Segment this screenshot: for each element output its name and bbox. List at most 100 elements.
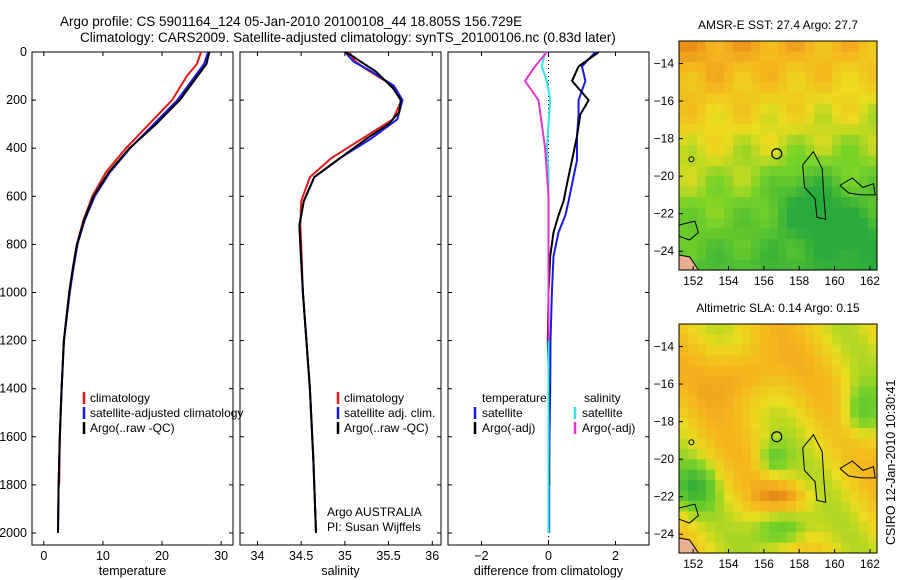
map-cell (679, 459, 689, 471)
map-cell (859, 176, 869, 188)
map-cell (832, 197, 842, 209)
map-cell (850, 490, 860, 502)
map-cell (778, 165, 788, 177)
map-cell (733, 145, 743, 157)
map-cell (805, 490, 815, 502)
map-cell (769, 238, 779, 250)
map-cell (850, 469, 860, 481)
map-cell (805, 542, 815, 554)
map-cell (706, 134, 716, 146)
map-cell (733, 344, 743, 356)
map-cell (751, 51, 761, 63)
map-cell (841, 334, 851, 346)
map-cell (679, 145, 689, 157)
map-cell (778, 134, 788, 146)
map-cell (715, 428, 725, 440)
csiro-timestamp: CSIRO 12-Jan-2010 10:30:41 (884, 380, 898, 545)
map-cell (688, 532, 698, 544)
map-cell (778, 459, 788, 471)
map-cell (841, 438, 851, 450)
map-cell (706, 334, 716, 346)
map-cell (859, 501, 869, 512)
map-cell (688, 134, 698, 146)
map-cell (751, 238, 761, 250)
y-tick-label: −24 (654, 527, 675, 541)
map-cell (778, 428, 788, 440)
map-cell (814, 259, 824, 271)
map-cell (769, 490, 779, 502)
map-cell (814, 521, 824, 533)
map-cell (706, 542, 716, 554)
map-cell (787, 355, 797, 367)
map-cell (706, 344, 716, 356)
map-cell (715, 334, 725, 346)
map-cell (796, 438, 806, 450)
map-cell (751, 511, 761, 523)
map-cell (751, 186, 761, 198)
map-cell (697, 41, 707, 52)
map-cell (742, 249, 752, 261)
map-cell (742, 51, 752, 63)
map-cell (697, 501, 707, 512)
map-cell (787, 334, 797, 346)
map-cell (760, 490, 770, 502)
map-cell (832, 238, 842, 250)
map-cell (679, 469, 689, 481)
credit-line2: PI: Susan Wijffels (327, 520, 421, 534)
map-cell (715, 218, 725, 229)
map-cell (706, 376, 716, 387)
map-cell (841, 386, 851, 398)
map-cell (796, 501, 806, 512)
map-cell (751, 490, 761, 502)
map-cell (859, 228, 869, 240)
map-cell (706, 238, 716, 250)
map-cell (796, 176, 806, 188)
map-cell (868, 124, 878, 136)
map-cell (724, 218, 734, 229)
map-cell (850, 249, 860, 261)
map-cell (742, 334, 752, 346)
map-cell (841, 376, 851, 387)
map-cell (688, 197, 698, 209)
map-cell (787, 176, 797, 188)
map-cell (805, 93, 815, 104)
map-cell (787, 386, 797, 398)
map-cell (859, 51, 869, 63)
map-cell (697, 82, 707, 94)
map-cell (742, 124, 752, 136)
map-cell (742, 344, 752, 356)
map-cell (760, 176, 770, 188)
map-cell (733, 218, 743, 229)
map-cell (769, 386, 779, 398)
map-cell (724, 124, 734, 136)
map-cell (841, 542, 851, 554)
map-cell (715, 145, 725, 157)
map-cell (715, 72, 725, 84)
map-cell (688, 228, 698, 240)
map-cell (760, 407, 770, 419)
legend-sal-climatology: climatology (344, 391, 404, 405)
map-cell (751, 41, 761, 52)
map-cell (796, 365, 806, 377)
map-cell (724, 228, 734, 240)
map-cell (841, 365, 851, 377)
y-tick-label: 600 (6, 189, 27, 203)
map-cell (715, 259, 725, 271)
map-cell (760, 324, 770, 335)
map-cell (760, 438, 770, 450)
map-cell (751, 480, 761, 492)
map-cell (679, 428, 689, 440)
map-cell (832, 459, 842, 471)
map-cell (832, 155, 842, 167)
map-cell (832, 438, 842, 450)
map-cell (751, 459, 761, 471)
map-cell (859, 344, 869, 356)
map-cell (832, 334, 842, 346)
map-cell (859, 407, 869, 419)
map-cell (688, 355, 698, 367)
map-cell (769, 448, 779, 460)
map-cell (706, 396, 716, 408)
map-cell (814, 344, 824, 356)
map-cell (796, 41, 806, 52)
map-cell (832, 469, 842, 481)
